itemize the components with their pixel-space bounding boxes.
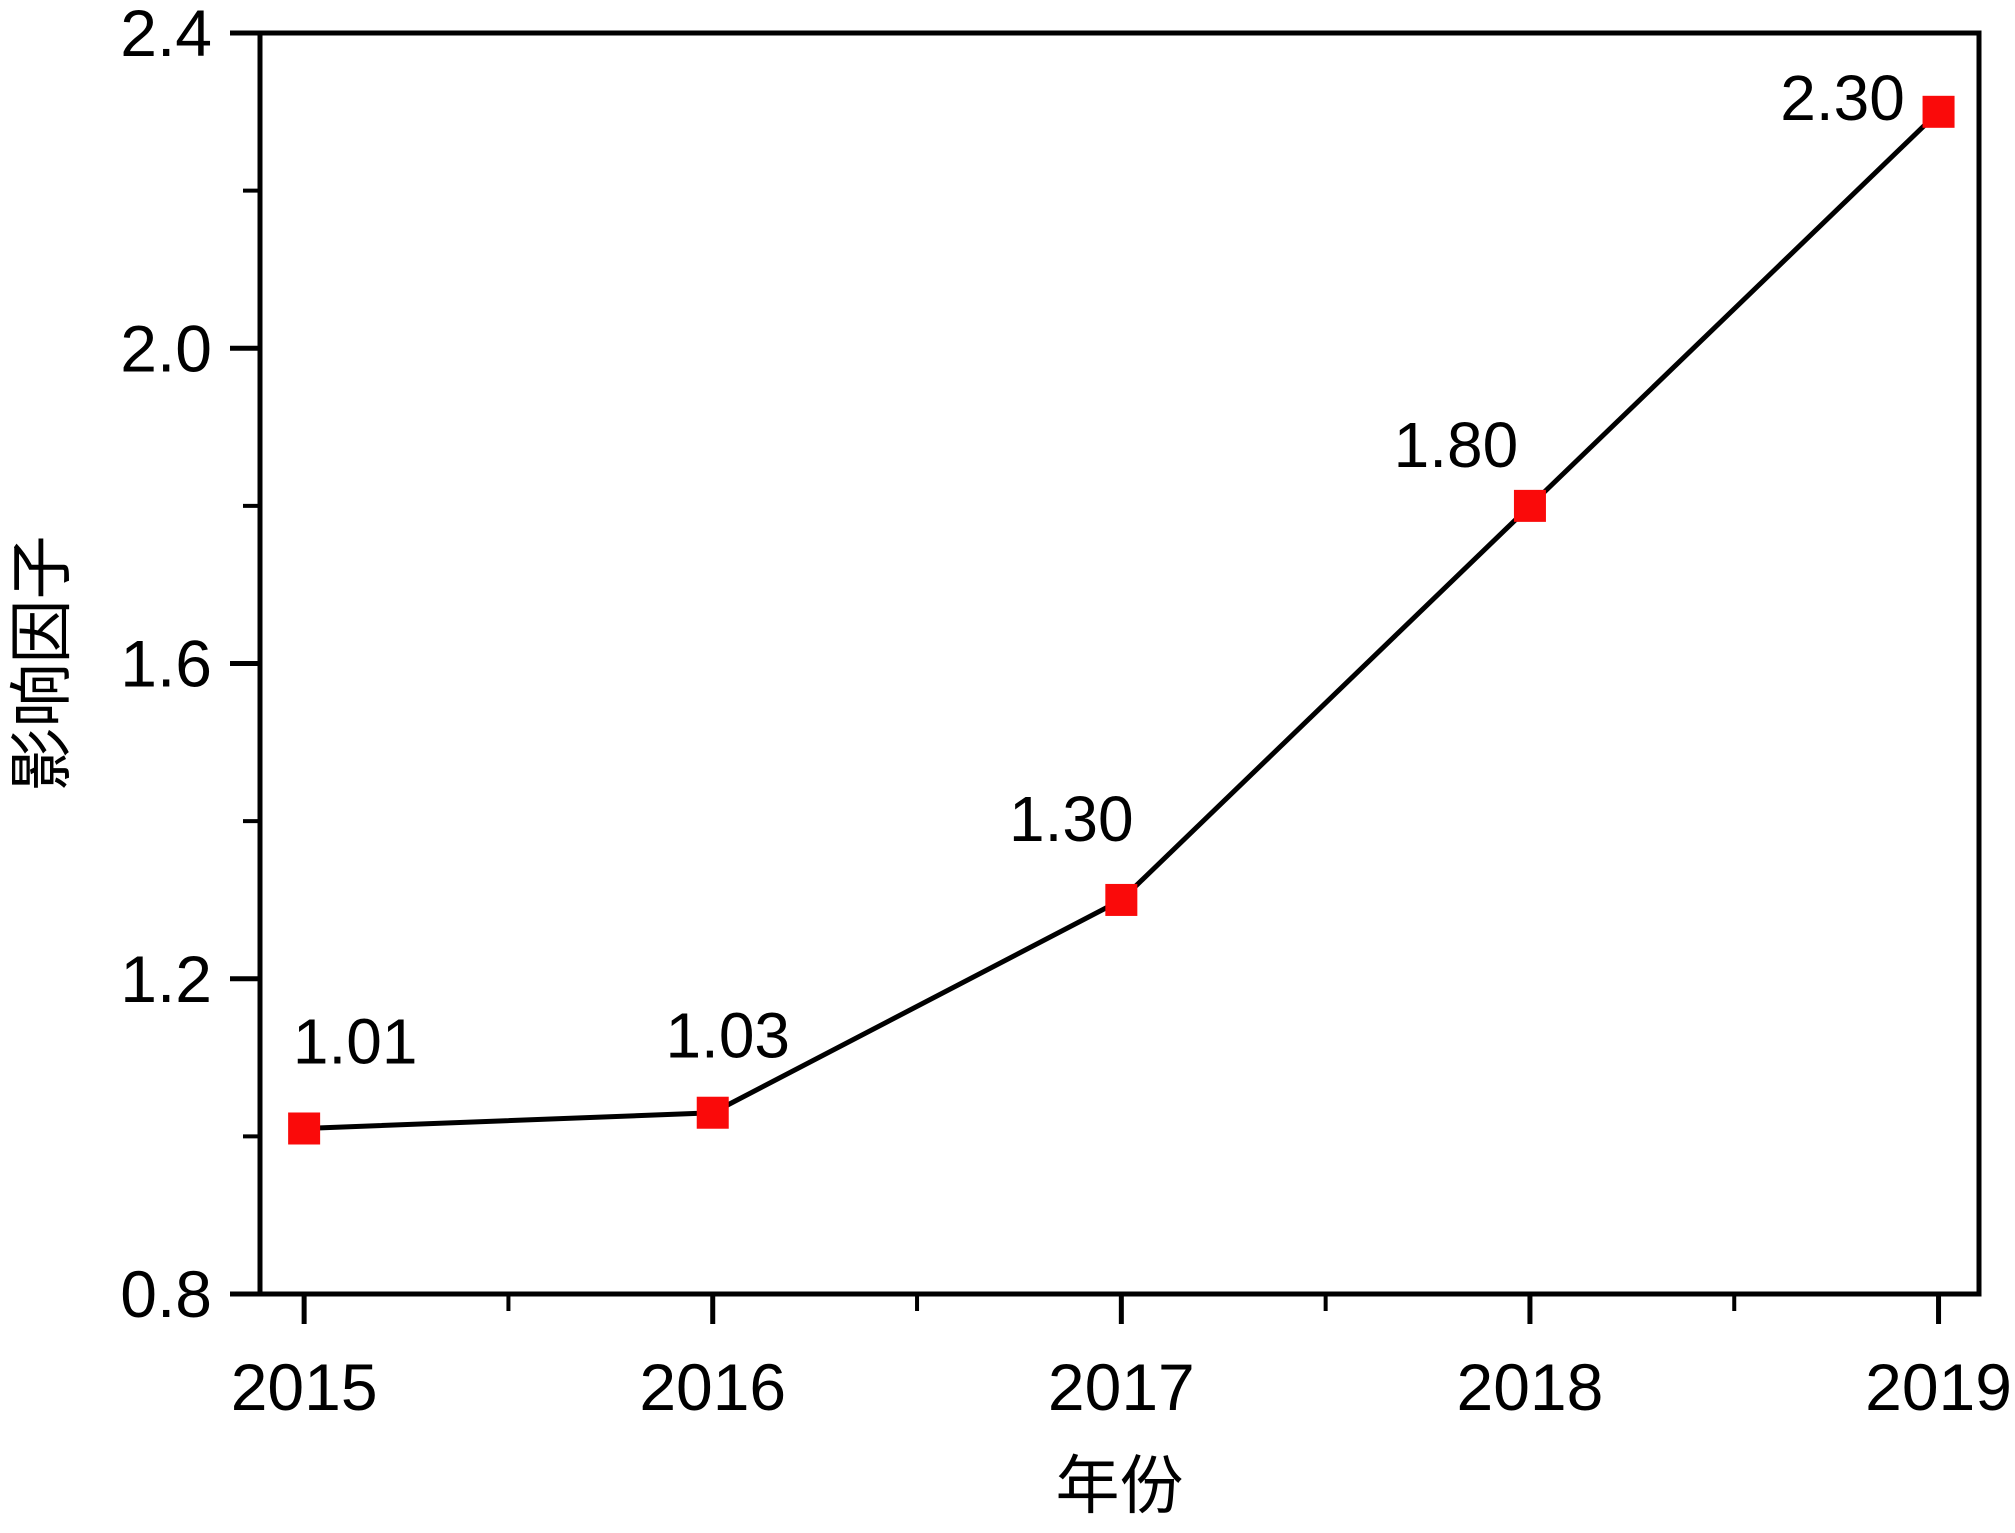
data-point-label: 1.30 [1009,783,1134,855]
data-point-marker [1922,95,1955,128]
data-point-label: 1.01 [293,1005,418,1077]
plot-area-frame [257,30,1982,1297]
data-line [304,110,1941,1131]
y-tick-label: 0.8 [120,1257,212,1331]
data-point-marker [1513,489,1546,522]
data-point-label: 2.30 [1780,62,1905,134]
y-tick-label: 2.4 [120,0,212,70]
y-axis-title: 影响因子 [6,536,78,792]
x-axis-title: 年份 [1056,1450,1184,1522]
data-point-marker [1105,883,1138,916]
data-point-label: 1.80 [1394,409,1519,481]
y-tick-label: 1.6 [120,627,212,701]
x-tick-label: 2018 [1457,1350,1604,1424]
y-tick-label: 2.0 [120,311,212,385]
y-tick-label: 1.2 [120,942,212,1016]
x-tick-label: 2016 [639,1350,786,1424]
x-tick-label: 2017 [1048,1350,1195,1424]
data-point-marker [696,1096,729,1129]
data-point-marker [288,1112,321,1145]
x-tick-label: 2019 [1865,1350,2012,1424]
data-point-label: 1.03 [665,1000,790,1072]
x-tick-label: 2015 [231,1350,378,1424]
